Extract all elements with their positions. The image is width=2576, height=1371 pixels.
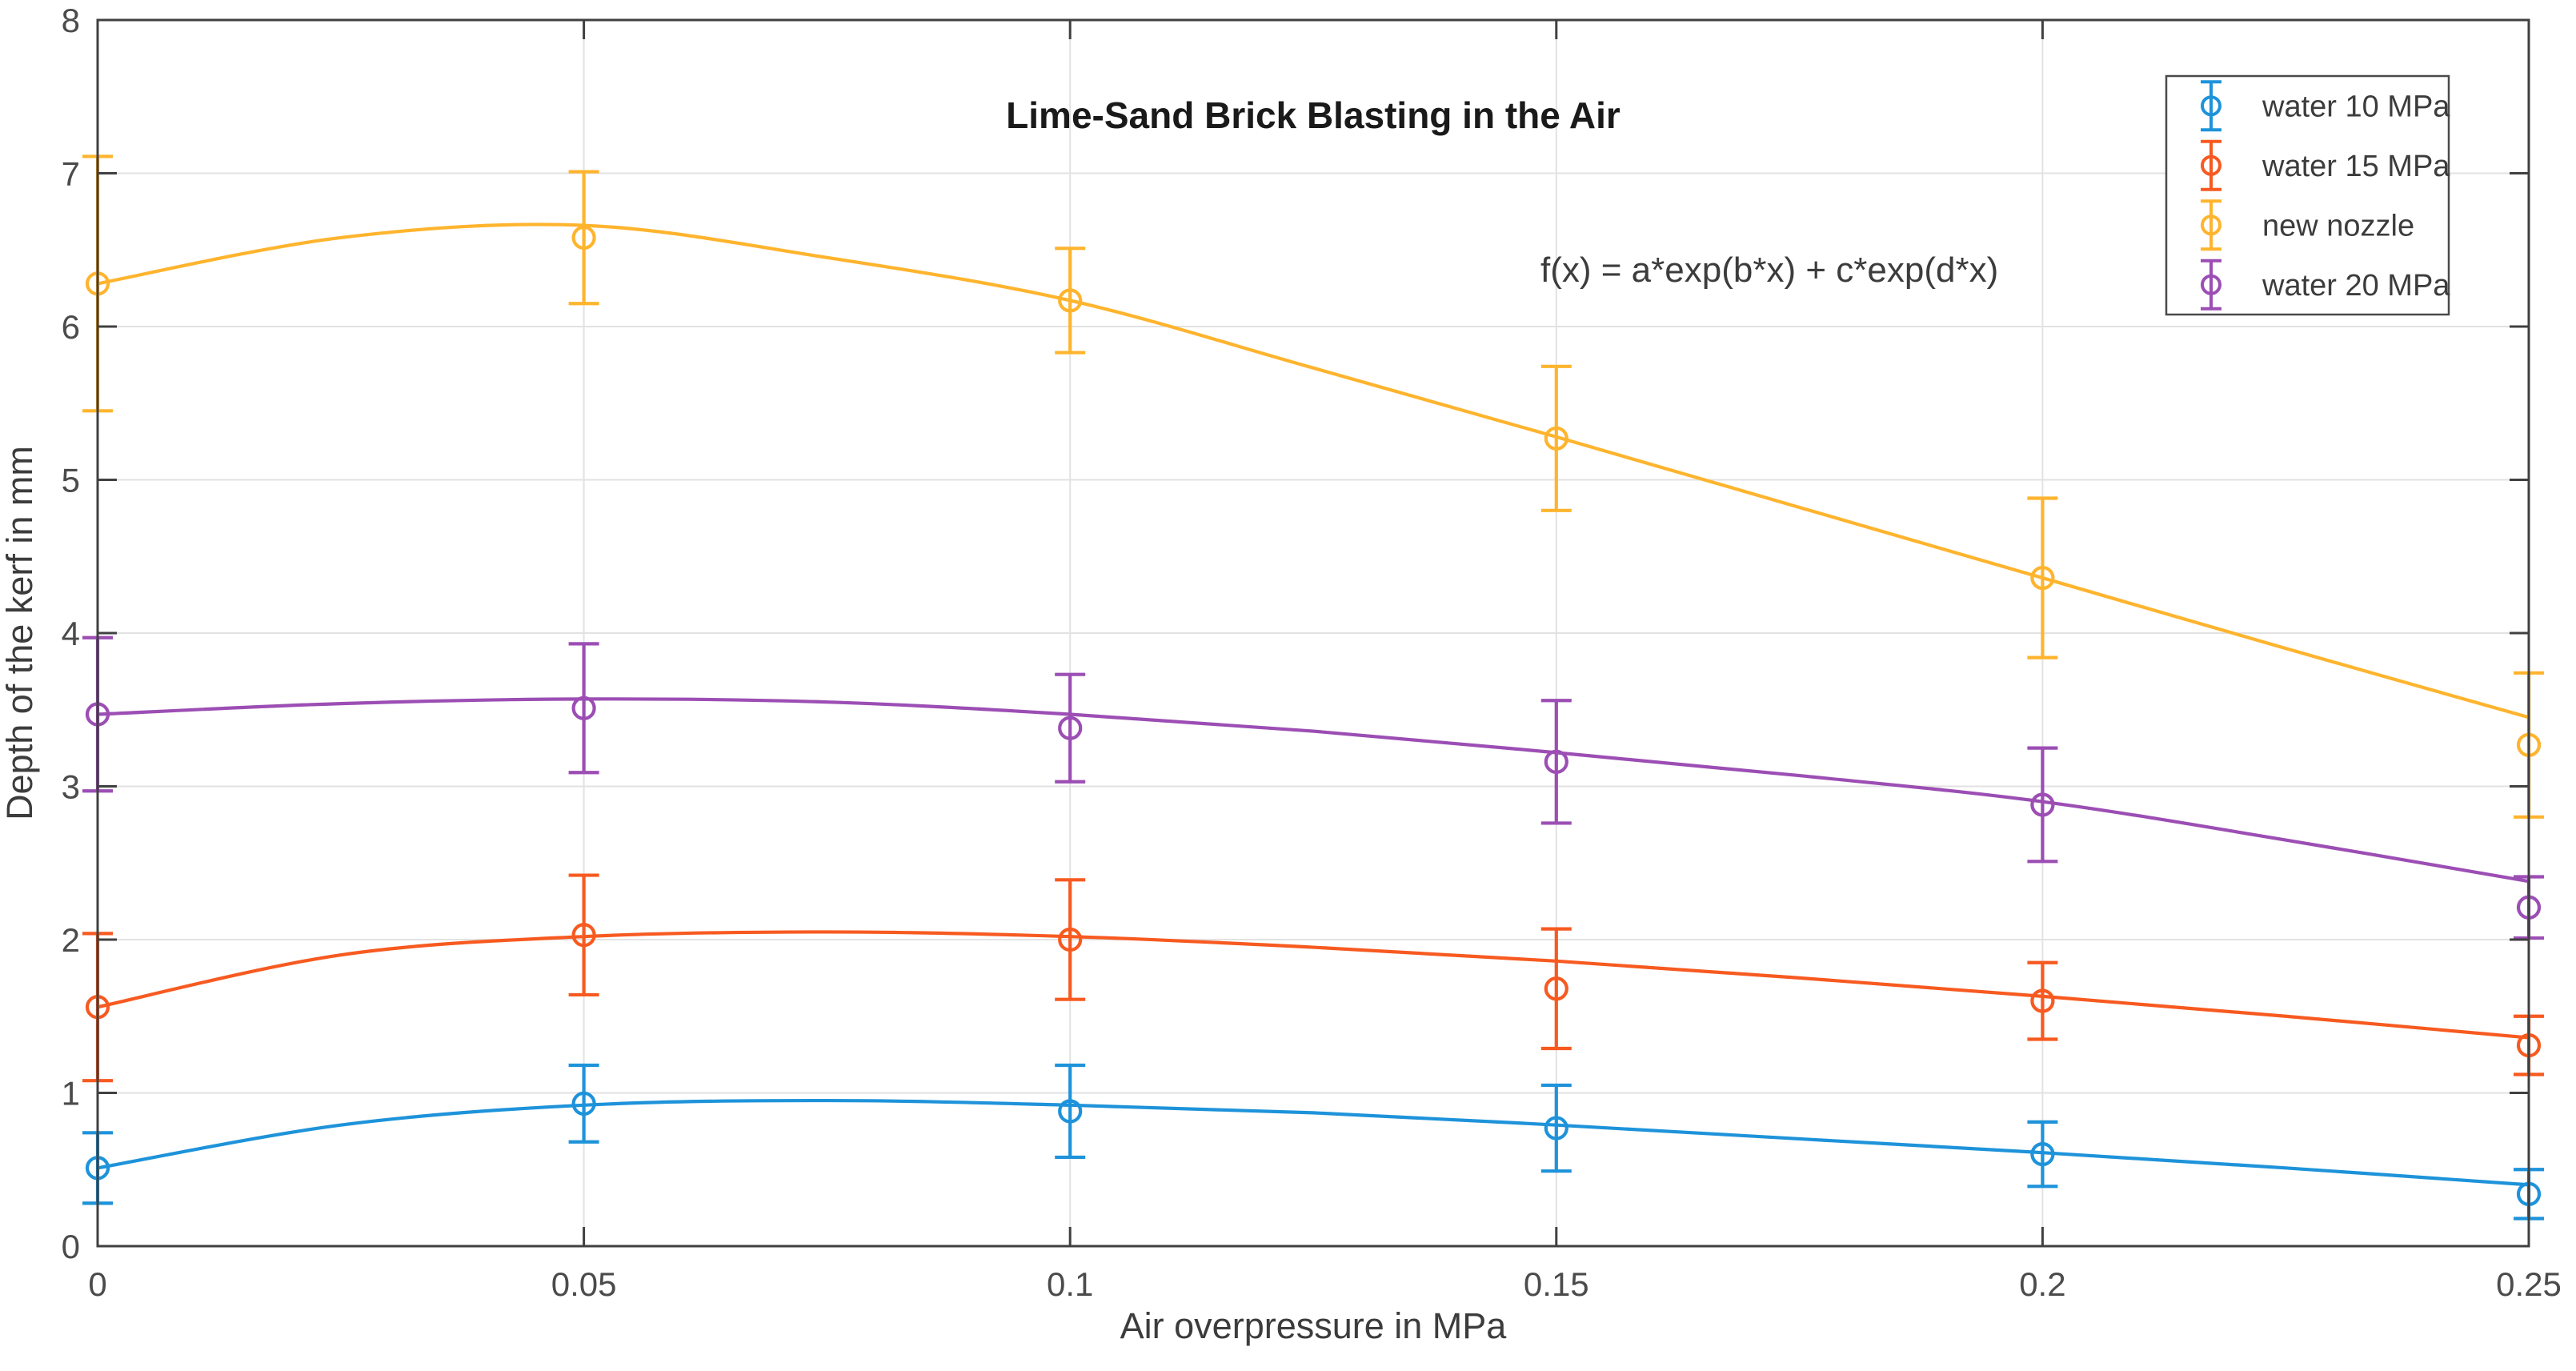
series-water-15-mpa-errorbar <box>568 873 599 997</box>
series-new-nozzle-marker <box>1058 288 1083 313</box>
legend-item-label: water 15 MPa <box>2262 150 2450 183</box>
legend-item-new-nozzle: new nozzle <box>2201 199 2414 251</box>
series-new-nozzle-marker <box>1544 426 1568 451</box>
y-tick-label: 1 <box>62 1075 80 1112</box>
series-new-nozzle-fit-line <box>97 222 2530 720</box>
series-water-15-mpa-errorbar <box>1540 927 1572 1051</box>
chart-title: Lime-Sand Brick Blasting in the Air <box>1006 94 1621 136</box>
series-new-nozzle-errorbar <box>568 170 599 306</box>
y-tick-label: 4 <box>62 615 80 652</box>
series-new-nozzle-marker <box>571 225 596 251</box>
errorbar-marker-icon <box>2201 80 2221 132</box>
y-tick-label: 6 <box>62 308 80 346</box>
series-water-15-mpa-marker <box>571 923 596 948</box>
y-tick-label: 5 <box>62 462 80 499</box>
errorbar-marker-icon <box>2201 259 2221 311</box>
series-water-10-mpa-errorbar <box>568 1063 599 1144</box>
series-water-15-mpa-marker <box>1544 976 1568 1001</box>
series-water-10-mpa-fit-line <box>97 1098 2530 1187</box>
legend-item-water-10-mpa: water 10 MPa <box>2201 80 2450 132</box>
y-tick-label: 8 <box>62 2 80 39</box>
series-new-nozzle-marker <box>2030 565 2055 591</box>
y-tick-label: 0 <box>62 1228 80 1265</box>
series-water-10-mpa-errorbar <box>2027 1120 2058 1189</box>
x-tick-label: 0.15 <box>1524 1265 1589 1303</box>
errorbar-marker-icon <box>2201 139 2221 191</box>
series-water-20-mpa-marker <box>1058 716 1083 740</box>
series-water-10-mpa-marker <box>2030 1141 2055 1167</box>
legend-item-label: water 10 MPa <box>2262 90 2450 123</box>
x-tick-label: 0.1 <box>1047 1265 1093 1303</box>
legend: water 10 MPa water 15 MPa new nozzle water … <box>2165 74 2450 316</box>
legend-item-water-20-mpa: water 20 MPa <box>2201 259 2450 311</box>
series-new-nozzle-errorbar <box>2027 496 2058 659</box>
series-water-20-mpa-marker <box>1544 749 1568 774</box>
series-water-15-mpa-errorbar <box>1055 878 1086 1001</box>
series-water-20-mpa-marker <box>571 696 596 720</box>
series-water-15-mpa-errorbar <box>2027 960 2058 1041</box>
y-tick-label: 7 <box>62 155 80 193</box>
series-water-15-mpa-fit-line <box>97 930 2530 1040</box>
series-water-10-mpa-marker <box>571 1091 596 1116</box>
y-tick-label: 3 <box>62 768 80 806</box>
series-water-10-mpa-marker <box>1544 1116 1568 1140</box>
series-new-nozzle-errorbar <box>1540 364 1572 512</box>
series-water-10-mpa-errorbar <box>1540 1083 1572 1173</box>
legend-item-label: new nozzle <box>2262 209 2414 243</box>
legend-item-water-15-mpa: water 15 MPa <box>2201 139 2450 191</box>
series-water-15-mpa-marker <box>1058 927 1083 952</box>
series-water-20-mpa-marker <box>2030 792 2055 817</box>
x-tick-label: 0.25 <box>2496 1265 2562 1303</box>
x-axis-label: Air overpressure in MPa <box>1120 1305 1508 1346</box>
series-new-nozzle-errorbar <box>1055 247 1086 355</box>
series-water-20-mpa-fit-line <box>97 697 2530 884</box>
fit-equation-annotation: f(x) = a*exp(b*x) + c*exp(d*x) <box>1540 251 1998 290</box>
series-water-10-mpa-marker <box>1058 1099 1083 1124</box>
series-water-20-mpa-errorbar <box>1540 699 1572 825</box>
legend-item-label: water 20 MPa <box>2262 269 2450 303</box>
y-axis-label: Depth of the kerf in mm <box>0 446 40 820</box>
errorbar-marker-icon <box>2201 199 2221 251</box>
axes: 0 0.05 0.1 0.15 0.2 0.25 0 1 2 3 4 5 6 7 8 <box>62 2 2562 1303</box>
series-water-20-mpa-errorbar <box>2027 746 2058 864</box>
series-water-20-mpa-errorbar <box>568 642 599 775</box>
series-water-10-mpa-errorbar <box>1055 1063 1086 1160</box>
series-water-20-mpa-errorbar <box>1055 672 1086 784</box>
x-tick-label: 0 <box>88 1265 106 1303</box>
x-tick-label: 0.05 <box>551 1265 617 1303</box>
y-tick-label: 2 <box>62 921 80 959</box>
series-water-15-mpa-marker <box>2030 988 2055 1013</box>
x-tick-label: 0.2 <box>2019 1265 2065 1303</box>
